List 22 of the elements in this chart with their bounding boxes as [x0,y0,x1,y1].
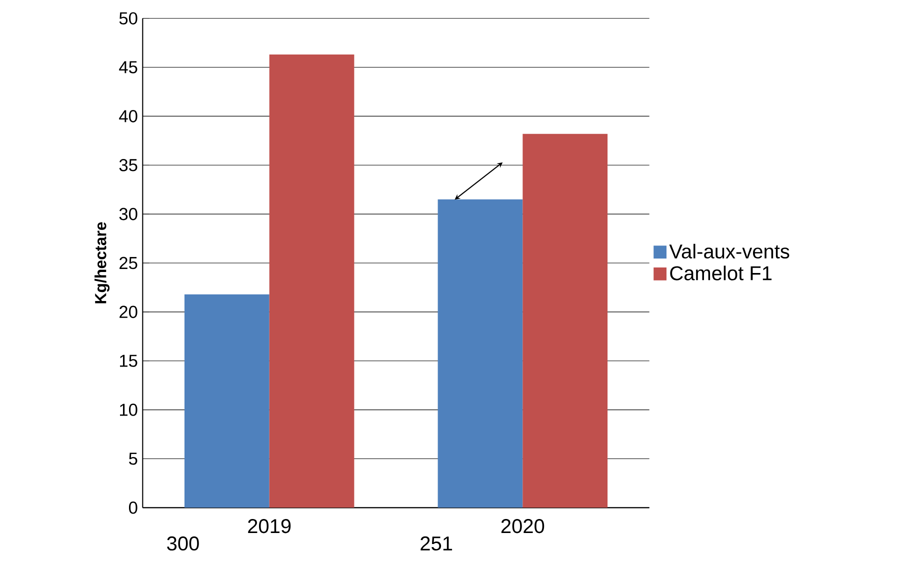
text: 251 [420,536,452,551]
x-tick-label: 2019 [248,519,291,534]
bar [438,199,523,508]
y-tick-label: 20 [120,306,138,318]
bar [269,54,354,508]
y-tick-label: 35 [119,158,138,172]
y-tick-label: 5 [129,452,138,465]
y-tick-label: 45 [119,61,138,74]
y-tick-label: 15 [120,354,138,367]
y-tick-label: 10 [120,404,138,416]
legend-label: Camelot F1 [670,266,772,280]
text: 300 [167,536,199,551]
bar [522,134,608,508]
y-tick-label: 50 [119,12,138,24]
y-tick-label: 25 [120,256,138,270]
x-tick-label: 2020 [501,519,544,534]
bar [184,294,270,508]
y-tick-label: 0 [128,502,138,514]
y-tick-label: 40 [119,110,138,122]
y-tick-label: 30 [119,208,138,220]
y-axis-title: Kg/hectare [94,222,110,304]
legend-label: Val-aux-vents [669,244,790,259]
